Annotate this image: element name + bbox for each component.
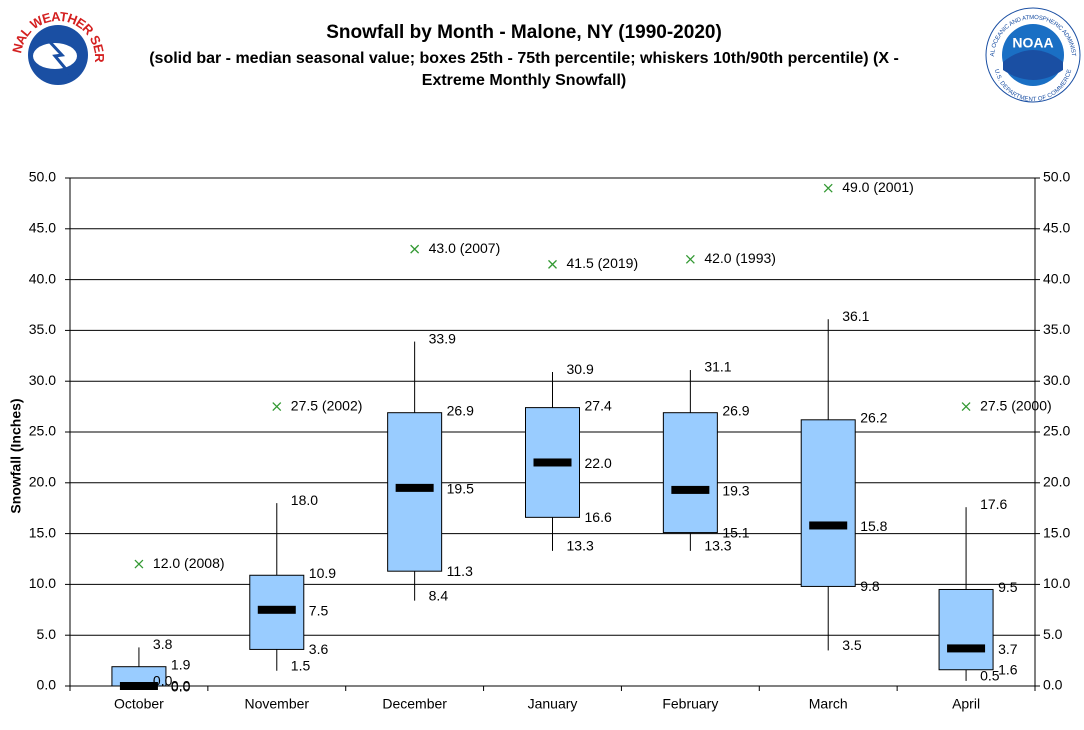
- x-tick-label: February: [662, 696, 718, 712]
- y-tick-label: 35.0: [29, 321, 56, 337]
- whisker-high-label: 3.8: [153, 636, 173, 652]
- whisker-low-label: 13.3: [567, 538, 594, 554]
- whisker-low-label: 1.5: [291, 657, 311, 673]
- median-bar: [257, 605, 296, 614]
- whisker-low-label: 8.4: [429, 587, 449, 603]
- y-tick-label: 45.0: [29, 220, 56, 236]
- whisker-high-label: 36.1: [842, 308, 869, 324]
- whisker-high-label: 31.1: [704, 359, 731, 375]
- y2-tick-label: 5.0: [1043, 626, 1063, 642]
- box: [662, 412, 718, 534]
- box-high-label: 26.9: [722, 402, 749, 418]
- y-tick-label: 15.0: [29, 524, 56, 540]
- box-low-label: 3.6: [309, 641, 329, 657]
- whisker-high-label: 17.6: [980, 496, 1007, 512]
- median-label: 22.0: [585, 455, 612, 471]
- median-label: 19.5: [447, 481, 474, 497]
- extreme-marker: [823, 183, 833, 193]
- extreme-label: 42.0 (1993): [704, 250, 776, 266]
- y2-tick-label: 0.0: [1043, 677, 1063, 693]
- box: [387, 412, 443, 572]
- whisker-low-label: 13.3: [704, 538, 731, 554]
- noaa-logo-text: NOAA: [1012, 35, 1053, 51]
- box-high-label: 27.4: [585, 397, 612, 413]
- box-low-label: 9.8: [860, 578, 880, 594]
- extreme-label: 27.5 (2002): [291, 397, 363, 413]
- extreme-label: 12.0 (2008): [153, 555, 225, 571]
- box-high-label: 1.9: [171, 656, 191, 672]
- box: [938, 588, 994, 671]
- y2-tick-label: 15.0: [1043, 524, 1070, 540]
- x-tick-label: November: [244, 696, 309, 712]
- median-label: 15.8: [860, 518, 887, 534]
- y-tick-label: 10.0: [29, 575, 56, 591]
- box-low-label: 15.1: [722, 524, 749, 540]
- extreme-label: 27.5 (2000): [980, 397, 1052, 413]
- median-label: 19.3: [722, 483, 749, 499]
- y2-tick-label: 25.0: [1043, 423, 1070, 439]
- chart-subtitle: (solid bar - median seasonal value; boxe…: [149, 50, 899, 89]
- median-bar: [395, 483, 434, 492]
- extreme-marker: [685, 254, 695, 264]
- x-tick-label: March: [809, 696, 848, 712]
- box-high-label: 9.5: [998, 579, 1018, 595]
- y2-tick-label: 45.0: [1043, 220, 1070, 236]
- box-high-label: 26.2: [860, 410, 887, 426]
- chart-title: Snowfall by Month - Malone, NY (1990-202…: [326, 22, 722, 43]
- y-tick-label: 0.0: [37, 677, 57, 693]
- whisker-low-label: 3.5: [842, 637, 862, 653]
- median-bar: [947, 644, 986, 653]
- whisker-high-label: 30.9: [567, 361, 594, 377]
- x-tick-label: January: [528, 696, 578, 712]
- extreme-label: 49.0 (2001): [842, 179, 914, 195]
- y2-tick-label: 40.0: [1043, 270, 1070, 286]
- x-tick-label: October: [114, 696, 164, 712]
- y-axis-label: Snowfall (Inches): [8, 398, 24, 513]
- y2-tick-label: 35.0: [1043, 321, 1070, 337]
- y2-tick-label: 30.0: [1043, 372, 1070, 388]
- median-label: 3.7: [998, 641, 1018, 657]
- y2-tick-label: 10.0: [1043, 575, 1070, 591]
- median-label: 0.0: [171, 679, 191, 695]
- median-bar: [809, 521, 848, 530]
- extreme-marker: [272, 402, 282, 412]
- box-low-label: 11.3: [447, 563, 473, 579]
- box-low-label: 1.6: [998, 661, 1018, 677]
- y2-tick-label: 20.0: [1043, 474, 1070, 490]
- extreme-marker: [410, 244, 420, 254]
- whisker-low-label: 0.0: [153, 673, 173, 689]
- y-tick-label: 5.0: [37, 626, 57, 642]
- median-bar: [671, 485, 710, 494]
- median-bar: [533, 458, 572, 467]
- nws-logo: NATIONAL WEATHER SERVICE: [0, 0, 107, 85]
- box-high-label: 26.9: [447, 402, 474, 418]
- y-tick-label: 20.0: [29, 474, 56, 490]
- box: [800, 419, 856, 587]
- whisker-low-label: 0.5: [980, 668, 1000, 684]
- y-tick-label: 30.0: [29, 372, 56, 388]
- x-tick-label: April: [952, 696, 980, 712]
- extreme-marker: [548, 259, 557, 269]
- extreme-marker: [961, 402, 971, 412]
- extreme-label: 43.0 (2007): [429, 240, 501, 256]
- box-low-label: 16.6: [585, 509, 612, 525]
- whisker-high-label: 18.0: [291, 492, 318, 508]
- median-label: 7.5: [309, 603, 329, 619]
- y-tick-label: 50.0: [29, 169, 56, 185]
- y-tick-label: 25.0: [29, 423, 56, 439]
- y2-tick-label: 50.0: [1043, 169, 1070, 185]
- y-tick-label: 40.0: [29, 270, 56, 286]
- box-high-label: 10.9: [309, 565, 336, 581]
- extreme-marker: [134, 559, 144, 569]
- extreme-label: 41.5 (2019): [567, 255, 639, 271]
- x-tick-label: December: [382, 696, 447, 712]
- whisker-high-label: 33.9: [429, 330, 456, 346]
